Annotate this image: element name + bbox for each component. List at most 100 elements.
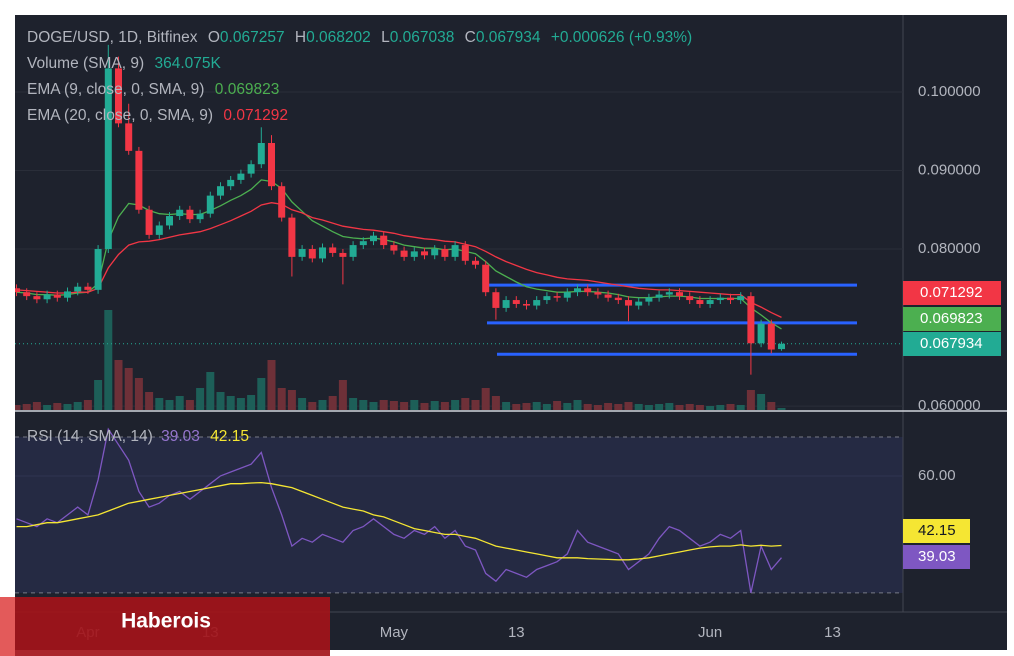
volume-bar (389, 401, 398, 410)
volume-bar (614, 404, 623, 410)
candle-body (115, 68, 122, 124)
volume-name: Volume (SMA, 9) (27, 55, 144, 72)
volume-bar (196, 388, 205, 410)
volume-bar (379, 400, 388, 410)
ema20-price-tag-label: 0.071292 (920, 284, 983, 301)
volume-bar (43, 405, 52, 410)
volume-bar (104, 310, 113, 410)
candle-body (665, 292, 673, 295)
volume-bar (73, 402, 82, 410)
low-value: 0.067038 (390, 29, 455, 46)
candle-body (257, 143, 265, 165)
price-pane (15, 44, 903, 410)
volume-bar (338, 380, 347, 410)
volume-bar (675, 405, 684, 410)
volume-value: 364.075K (154, 55, 221, 72)
x-tick-label: 13 (824, 624, 841, 641)
header-ohlc: DOGE/USD, 1D, Bitfinex O0.067257 H0.0682… (27, 29, 692, 46)
volume-bar (665, 403, 674, 410)
candle-body (543, 296, 551, 301)
candle-body (727, 297, 734, 301)
volume-bar (430, 401, 439, 410)
candle-body (574, 288, 581, 293)
candle-body (563, 292, 571, 298)
volume-bar (349, 398, 358, 410)
candle-body (319, 247, 326, 259)
high-value: 0.068202 (306, 29, 371, 46)
volume-bar (695, 405, 704, 410)
ema9-price-tag-label: 0.069823 (920, 310, 983, 327)
candle-body (553, 296, 561, 298)
volume-bar (359, 400, 368, 410)
candle-body (196, 213, 204, 220)
rsi-sma-value: 42.15 (210, 428, 249, 445)
volume-bar (532, 402, 541, 410)
candle-body (696, 300, 704, 304)
volume-bar (206, 372, 215, 410)
candle-body (380, 235, 388, 246)
volume-bar (726, 404, 735, 410)
candle-body (33, 296, 41, 300)
volume-bar (83, 400, 92, 410)
volume-bar (216, 392, 225, 410)
candle-body (767, 323, 775, 350)
volume-bar (185, 400, 194, 410)
y-tick-label: 0.080000 (918, 240, 981, 257)
volume-bar (440, 402, 449, 410)
candle-body (329, 247, 337, 253)
candle-body (512, 300, 520, 304)
volume-bar (604, 403, 613, 410)
volume-bar (318, 400, 327, 410)
candle-body (166, 216, 173, 226)
low-label: L (381, 29, 390, 46)
axes: 0.0600000.0800000.0900000.10000060.00Apr… (76, 83, 980, 641)
y-tick-label: 0.090000 (918, 161, 981, 178)
change-value: +0.000626 (+0.93%) (551, 29, 692, 46)
volume-bar (410, 400, 419, 410)
volume-bar (777, 408, 786, 410)
rsi-name: RSI (14, SMA, 14) (27, 428, 153, 445)
rsi-legend: RSI (14, SMA, 14) 39.03 42.15 (27, 428, 249, 445)
rsi-sma-tag (903, 519, 970, 543)
candle-body (74, 286, 82, 292)
rsi-tick-label: 60.00 (918, 467, 956, 484)
volume-bar (655, 404, 664, 410)
rsi-tag (903, 545, 970, 569)
ema9-name: EMA (9, close, 0, SMA, 9) (27, 81, 204, 98)
candle-body (53, 294, 61, 298)
volume-bar (573, 400, 582, 410)
volume-bar (471, 400, 480, 410)
candle-body (533, 300, 541, 306)
volume-bar (420, 403, 429, 410)
close-value: 0.067934 (476, 29, 541, 46)
rsi-pane (15, 427, 903, 594)
volume-bar (624, 402, 633, 410)
candle-body (461, 245, 469, 261)
volume-legend: Volume (SMA, 9) 364.075K (27, 55, 221, 72)
volume-bar (369, 402, 378, 410)
candle-body (237, 173, 245, 180)
volume-bar (328, 396, 337, 410)
volume-bar (32, 402, 41, 410)
volume-bar (94, 380, 103, 410)
high-label: H (295, 29, 306, 46)
rsi-sma-tag-label: 42.15 (918, 522, 956, 539)
candle-body (686, 296, 694, 301)
candle-body (625, 300, 632, 306)
volume-bar (53, 403, 62, 410)
candle-body (64, 291, 71, 298)
volume-bar (553, 401, 562, 410)
candle-body (176, 209, 184, 217)
watermark-edge (0, 597, 15, 656)
volume-bar (644, 405, 653, 410)
volume-bar (247, 395, 256, 410)
rsi-band-fill (15, 437, 903, 593)
x-tick-label: May (380, 624, 409, 641)
candle-body (227, 179, 235, 187)
watermark-text: Haberois (121, 610, 211, 633)
candle-body (84, 286, 92, 290)
candle-body (145, 209, 153, 235)
volume-bar (22, 404, 31, 410)
volume-bar (634, 404, 643, 410)
